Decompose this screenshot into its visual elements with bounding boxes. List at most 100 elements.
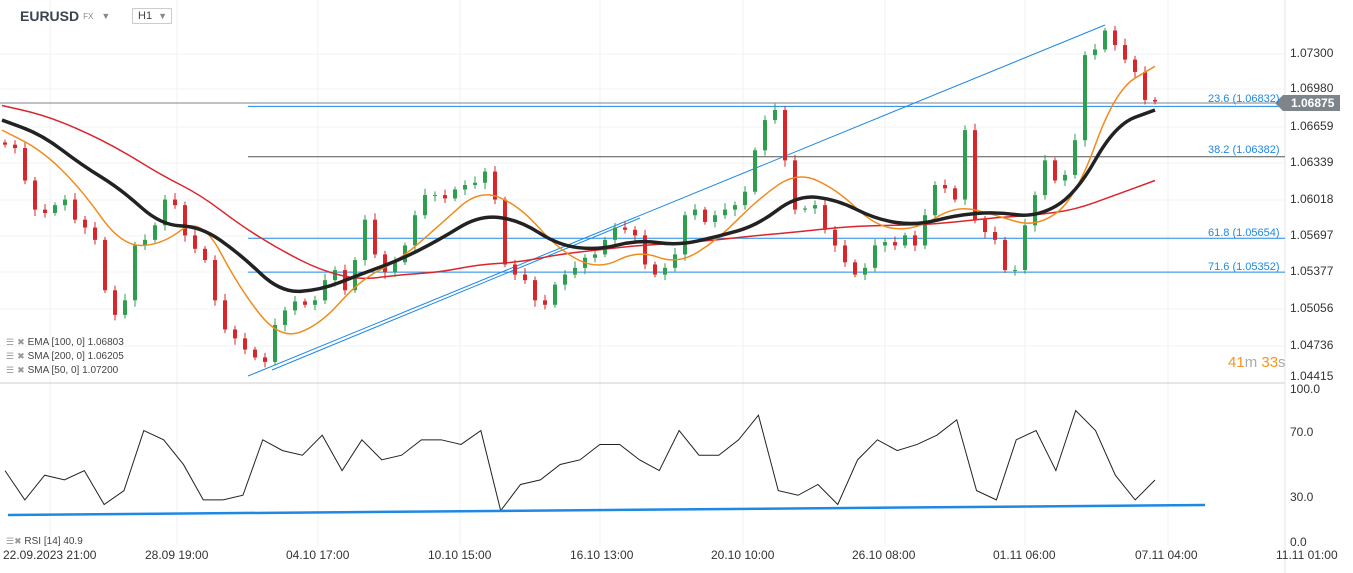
candle-body xyxy=(833,229,837,246)
candle-body xyxy=(423,195,427,216)
time-tick: 10.10 15:00 xyxy=(428,548,492,562)
candle-body xyxy=(793,160,797,210)
candle-body xyxy=(413,215,417,246)
time-tick: 01.11 06:00 xyxy=(993,548,1056,562)
candle-body xyxy=(913,235,917,246)
candle-body xyxy=(513,264,517,275)
price-tick: 1.05697 xyxy=(1290,228,1334,242)
time-tick: 04.10 17:00 xyxy=(286,548,350,562)
indicator-rsi[interactable]: ☰✖ RSI [14] 40.9 xyxy=(6,536,83,547)
trendline-upper[interactable] xyxy=(247,24,1106,377)
symbol-name: EURUSD xyxy=(20,8,80,24)
price-tick: 1.06018 xyxy=(1290,192,1334,206)
close-icon[interactable]: ✖ xyxy=(14,536,22,546)
timeframe-value: H1 xyxy=(138,10,153,22)
time-tick: 22.09.2023 21:00 xyxy=(3,548,97,562)
indicator-label: RSI [14] 40.9 xyxy=(24,536,83,547)
candle-body xyxy=(883,242,887,246)
indicator-sma50[interactable]: ☰ ✖ SMA [50, 0] 1.07200 xyxy=(6,365,118,376)
price-tick: 1.04415 xyxy=(1290,369,1334,383)
grid xyxy=(0,0,1285,545)
candle-body xyxy=(363,219,367,261)
candle-body xyxy=(463,184,467,190)
candle-body xyxy=(1023,225,1027,271)
timer-seconds: 33 xyxy=(1261,354,1279,371)
candle-body xyxy=(693,209,697,216)
fib-label-71-6: 71.6 (1.05352) xyxy=(1208,261,1280,273)
time-tick: 20.10 10:00 xyxy=(711,548,775,562)
settings-icon[interactable]: ☰ xyxy=(6,536,15,546)
candle-body xyxy=(533,280,537,301)
price-tick: 1.07300 xyxy=(1290,46,1334,60)
close-icon[interactable]: ✖ xyxy=(17,337,25,347)
price-tick: 1.06980 xyxy=(1290,81,1334,95)
candle-body xyxy=(183,205,187,236)
indicator-sma200[interactable]: ☰ ✖ SMA [200, 0] 1.06205 xyxy=(6,351,124,362)
candle-body xyxy=(143,239,147,246)
candle-body xyxy=(963,130,967,200)
candle-body xyxy=(813,205,817,209)
time-tick: 26.10 08:00 xyxy=(852,548,916,562)
candle-body xyxy=(573,267,577,275)
ema100-line[interactable] xyxy=(1,108,1156,294)
candle-body xyxy=(253,349,257,358)
time-tick: 16.10 13:00 xyxy=(570,548,634,562)
candle-body xyxy=(553,284,557,305)
timeframe-dropdown[interactable]: H1 ▼ xyxy=(132,8,172,24)
candle-body xyxy=(453,189,457,199)
candle-body xyxy=(783,109,787,161)
candle-body xyxy=(233,329,237,339)
candle-body xyxy=(333,270,337,281)
rsi-trendline[interactable] xyxy=(7,503,1206,517)
candle-body xyxy=(763,120,767,151)
candle-body xyxy=(1093,49,1097,56)
close-icon[interactable]: ✖ xyxy=(17,351,25,361)
candle-body xyxy=(63,199,67,206)
candle-body xyxy=(433,195,437,197)
candle-body xyxy=(1063,174,1067,181)
candle-body xyxy=(933,184,937,216)
candle-body xyxy=(673,254,677,268)
candle-body xyxy=(733,205,737,210)
candle-body xyxy=(1033,195,1037,226)
candle-body xyxy=(3,142,7,145)
settings-icon[interactable]: ☰ xyxy=(6,351,15,361)
candle-body xyxy=(243,338,247,350)
candle-body xyxy=(923,215,927,246)
candle-body xyxy=(593,254,597,258)
candle-body xyxy=(903,235,907,246)
candle-body xyxy=(973,130,977,220)
candle-body xyxy=(563,274,567,285)
candles xyxy=(3,25,1157,368)
candle-body xyxy=(843,245,847,263)
candle-body xyxy=(1013,270,1017,272)
candle-body xyxy=(313,300,317,305)
time-tick: 28.09 19:00 xyxy=(145,548,209,562)
indicator-ema100[interactable]: ☰ ✖ EMA [100, 0] 1.06803 xyxy=(6,337,124,348)
candle-body xyxy=(303,301,307,305)
price-tick: 1.05377 xyxy=(1290,264,1334,278)
candle-body xyxy=(323,280,327,301)
candle-countdown: 41m 33s xyxy=(1228,354,1286,371)
close-icon[interactable]: ✖ xyxy=(17,365,25,375)
candle-body xyxy=(663,267,667,275)
candle-body xyxy=(803,208,807,210)
settings-icon[interactable]: ☰ xyxy=(6,337,15,347)
sma200-line[interactable] xyxy=(1,104,1156,280)
candle-body xyxy=(133,245,137,301)
rsi-tick: 70.0 xyxy=(1290,425,1314,439)
indicator-label: SMA [200, 0] 1.06205 xyxy=(27,351,124,362)
trendline-lower[interactable] xyxy=(271,217,641,371)
settings-icon[interactable]: ☰ xyxy=(6,365,15,375)
fibonacci-levels[interactable] xyxy=(248,105,1285,273)
candle-body xyxy=(1083,55,1087,141)
rsi-tick: 30.0 xyxy=(1290,490,1314,504)
candle-body xyxy=(543,300,547,305)
symbol-selector[interactable]: EURUSD FX ▼ xyxy=(20,8,110,24)
candle-body xyxy=(993,232,997,240)
candle-body xyxy=(723,209,727,216)
rsi-line[interactable] xyxy=(4,409,1156,512)
sma50-line[interactable] xyxy=(1,65,1156,335)
price-tick: 1.04736 xyxy=(1290,338,1334,352)
